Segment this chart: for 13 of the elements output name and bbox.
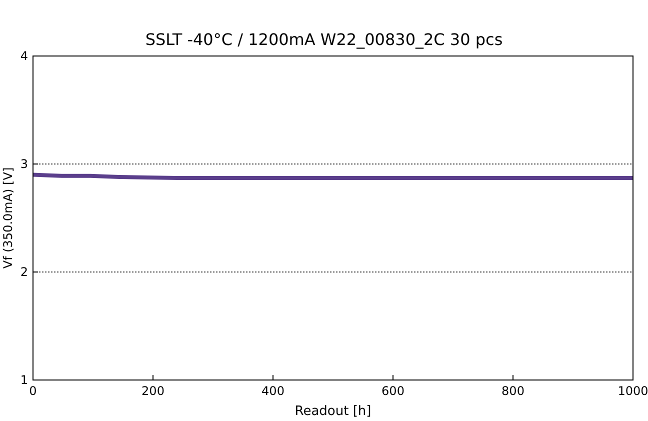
x-tick-label: 600 — [382, 384, 404, 398]
y-axis-title: Vf (350.0mA) [V] — [1, 167, 15, 269]
y-tick-label: 4 — [20, 49, 28, 63]
y-tick-label: 3 — [20, 157, 28, 171]
y-tick-label: 2 — [20, 265, 28, 279]
chart-subtitle: SSLT -40°C / 1200mA W22_00830_2C 30 pcs — [145, 30, 503, 49]
x-tick-label: 200 — [142, 384, 164, 398]
x-tick-label: 800 — [502, 384, 524, 398]
y-tick-label: 1 — [20, 373, 28, 387]
x-tick-label: 0 — [29, 384, 37, 398]
x-tick-label: 400 — [262, 384, 284, 398]
x-tick-label: 1000 — [618, 384, 648, 398]
x-axis-title: Readout [h] — [294, 404, 372, 419]
